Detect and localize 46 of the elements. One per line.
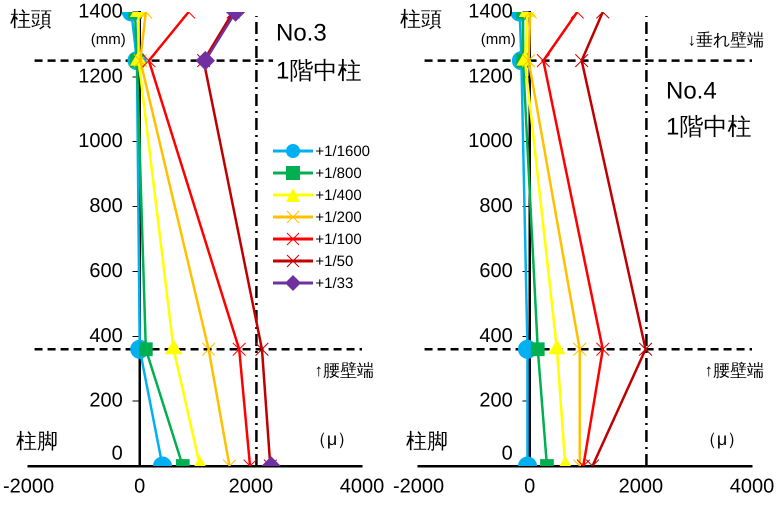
x-tick-label: 0 [524,476,536,498]
y-tick-label: 1000 [78,130,123,152]
x-tick-label: 0 [134,476,146,498]
y-tick-label: 0 [502,442,513,465]
y-tick-label: 400 [89,324,123,347]
x-tick-label: 4000 [730,476,774,498]
y-tick-label: 800 [479,195,513,218]
ref-line-label: ↑腰壁端 [704,360,764,380]
annotation: 柱脚 [16,430,58,453]
legend-label: +1/800 [315,164,362,182]
x-tick-label: -2000 [393,476,444,498]
y-tick-label: 1200 [78,65,123,88]
legend-label: +1/100 [315,230,362,248]
x-tick-label: 2000 [618,476,664,498]
y-tick-label: 1400 [78,0,123,23]
ref-line-label: ↓垂れ壁端 [688,30,764,50]
annotation: 柱頭 [400,8,442,31]
y-tick-label: 1400 [468,0,513,23]
y-tick-label: 400 [479,324,513,347]
x-axis-title: （μ） [698,428,746,449]
legend-label: +1/1600 [315,142,370,160]
y-axis-title: (mm) [480,31,516,48]
legend-label: +1/50 [315,252,354,270]
text: 1階中柱 [666,114,752,141]
chart-title: No.3 [276,20,327,47]
y-tick-label: 200 [89,390,123,412]
y-tick-label: 0 [112,442,123,465]
x-tick-label: 4000 [340,476,384,498]
y-tick-label: 600 [89,260,123,282]
y-axis-title: (mm) [90,31,126,48]
legend-label: +1/400 [315,186,362,204]
y-tick-label: 1200 [468,65,513,88]
legend-label: +1/200 [315,208,362,226]
annotation: 柱脚 [406,430,448,453]
annotation: 柱頭 [10,8,52,31]
y-tick-label: 1000 [468,130,513,152]
y-tick-label: 600 [479,260,513,282]
x-tick-label: -2000 [3,476,54,498]
text: No.4 [666,78,717,105]
x-tick-label: 2000 [228,476,274,498]
y-tick-label: 800 [89,195,123,218]
y-tick-label: 200 [479,390,513,412]
x-axis-title: （μ） [308,428,356,449]
legend-label: +1/33 [315,274,354,292]
ref-line-label: ↑腰壁端 [314,360,374,380]
text: 1階中柱 [276,58,362,85]
